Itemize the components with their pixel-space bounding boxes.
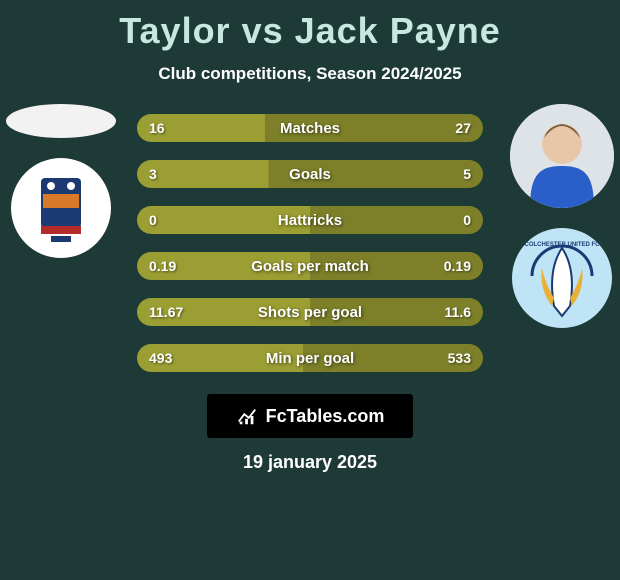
stats-bars: 16 27Matches 3 5Goals 0 0Hattricks 0.19 0.19 Goa… — [137, 114, 483, 390]
stat-label: Matches — [137, 114, 483, 142]
left-player-column — [6, 104, 116, 258]
stat-row: 493 533Min per goal — [137, 344, 483, 372]
subtitle: Club competitions, Season 2024/2025 — [0, 64, 620, 84]
stat-right-value: 27 — [443, 114, 483, 142]
stat-left-value: 0.19 — [137, 252, 188, 280]
stat-row: 11.6711.6Shots per goal — [137, 298, 483, 326]
stat-row: 3 5Goals — [137, 160, 483, 188]
stat-row: 16 27Matches — [137, 114, 483, 142]
stat-left-value: 493 — [137, 344, 184, 372]
right-player-column: COLCHESTER UNITED FC — [510, 104, 614, 328]
stat-right-value: 0 — [451, 206, 483, 234]
player1-club-crest — [11, 158, 111, 258]
stat-left-value: 3 — [137, 160, 169, 188]
player2-club-crest: COLCHESTER UNITED FC — [512, 228, 612, 328]
page-title: Taylor vs Jack Payne — [0, 10, 620, 52]
stat-row: 0 0Hattricks — [137, 206, 483, 234]
stat-right-value: 533 — [436, 344, 483, 372]
player2-photo — [510, 104, 614, 208]
brand-badge[interactable]: FcTables.com — [207, 394, 413, 438]
brand-label: FcTables.com — [266, 406, 385, 427]
stat-label: Min per goal — [137, 344, 483, 372]
svg-text:COLCHESTER UNITED FC: COLCHESTER UNITED FC — [525, 242, 601, 248]
chart-icon — [236, 405, 258, 427]
club-crest-icon: COLCHESTER UNITED FC — [512, 228, 612, 328]
stat-right-value: 0.19 — [432, 252, 483, 280]
stat-left-value: 16 — [137, 114, 177, 142]
club-crest-icon — [11, 158, 111, 258]
stat-right-value: 11.6 — [433, 298, 483, 326]
comparison-card: Taylor vs Jack Payne Club competitions, … — [0, 0, 620, 473]
content-area: COLCHESTER UNITED FC 16 27Matches 3 5Goals 0… — [0, 114, 620, 390]
stat-label: Hattricks — [137, 206, 483, 234]
player1-photo-blank — [6, 104, 116, 138]
avatar-icon — [510, 104, 614, 208]
date-text: 19 january 2025 — [0, 452, 620, 473]
stat-left-value: 11.67 — [137, 298, 195, 326]
stat-label: Goals — [137, 160, 483, 188]
stat-left-value: 0 — [137, 206, 169, 234]
stat-right-value: 5 — [451, 160, 483, 188]
stat-row: 0.190.19Goals per match — [137, 252, 483, 280]
